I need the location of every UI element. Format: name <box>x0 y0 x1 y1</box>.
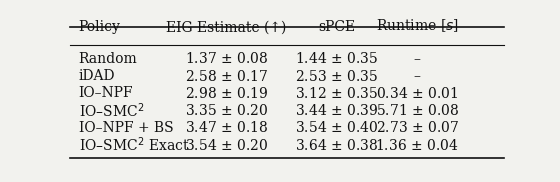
Text: IO–SMC$^{2}$: IO–SMC$^{2}$ <box>78 101 144 120</box>
Text: 2.73 $\pm$ 0.07: 2.73 $\pm$ 0.07 <box>376 120 459 135</box>
Text: 3.54 $\pm$ 0.20: 3.54 $\pm$ 0.20 <box>185 138 268 153</box>
Text: 2.58 $\pm$ 0.17: 2.58 $\pm$ 0.17 <box>185 69 268 84</box>
Text: IO–NPF: IO–NPF <box>78 86 133 100</box>
Text: IO–NPF + BS: IO–NPF + BS <box>78 121 173 135</box>
Text: Random: Random <box>78 52 137 66</box>
Text: 2.98 $\pm$ 0.19: 2.98 $\pm$ 0.19 <box>185 86 268 101</box>
Text: 3.12 $\pm$ 0.35: 3.12 $\pm$ 0.35 <box>295 86 379 101</box>
Text: IO–SMC$^{2}$ Exact: IO–SMC$^{2}$ Exact <box>78 136 189 155</box>
Text: Policy: Policy <box>78 20 120 34</box>
Text: –: – <box>414 52 421 66</box>
Text: –: – <box>414 69 421 83</box>
Text: iDAD: iDAD <box>78 69 115 83</box>
Text: 1.44 $\pm$ 0.35: 1.44 $\pm$ 0.35 <box>295 52 379 66</box>
Text: 0.34 $\pm$ 0.01: 0.34 $\pm$ 0.01 <box>376 86 458 101</box>
Text: 3.47 $\pm$ 0.18: 3.47 $\pm$ 0.18 <box>185 120 268 135</box>
Text: 1.37 $\pm$ 0.08: 1.37 $\pm$ 0.08 <box>185 52 268 66</box>
Text: sPCE: sPCE <box>318 20 356 34</box>
Text: EIG Estimate (↑): EIG Estimate (↑) <box>166 20 286 34</box>
Text: Runtime [$s$]: Runtime [$s$] <box>376 18 459 34</box>
Text: 5.71 $\pm$ 0.08: 5.71 $\pm$ 0.08 <box>376 103 459 118</box>
Text: 3.35 $\pm$ 0.20: 3.35 $\pm$ 0.20 <box>185 103 268 118</box>
Text: 3.44 $\pm$ 0.39: 3.44 $\pm$ 0.39 <box>295 103 379 118</box>
Text: 2.53 $\pm$ 0.35: 2.53 $\pm$ 0.35 <box>295 69 379 84</box>
Text: 3.64 $\pm$ 0.38: 3.64 $\pm$ 0.38 <box>295 138 379 153</box>
Text: 1.36 $\pm$ 0.04: 1.36 $\pm$ 0.04 <box>375 138 459 153</box>
Text: 3.54 $\pm$ 0.40: 3.54 $\pm$ 0.40 <box>295 120 379 135</box>
